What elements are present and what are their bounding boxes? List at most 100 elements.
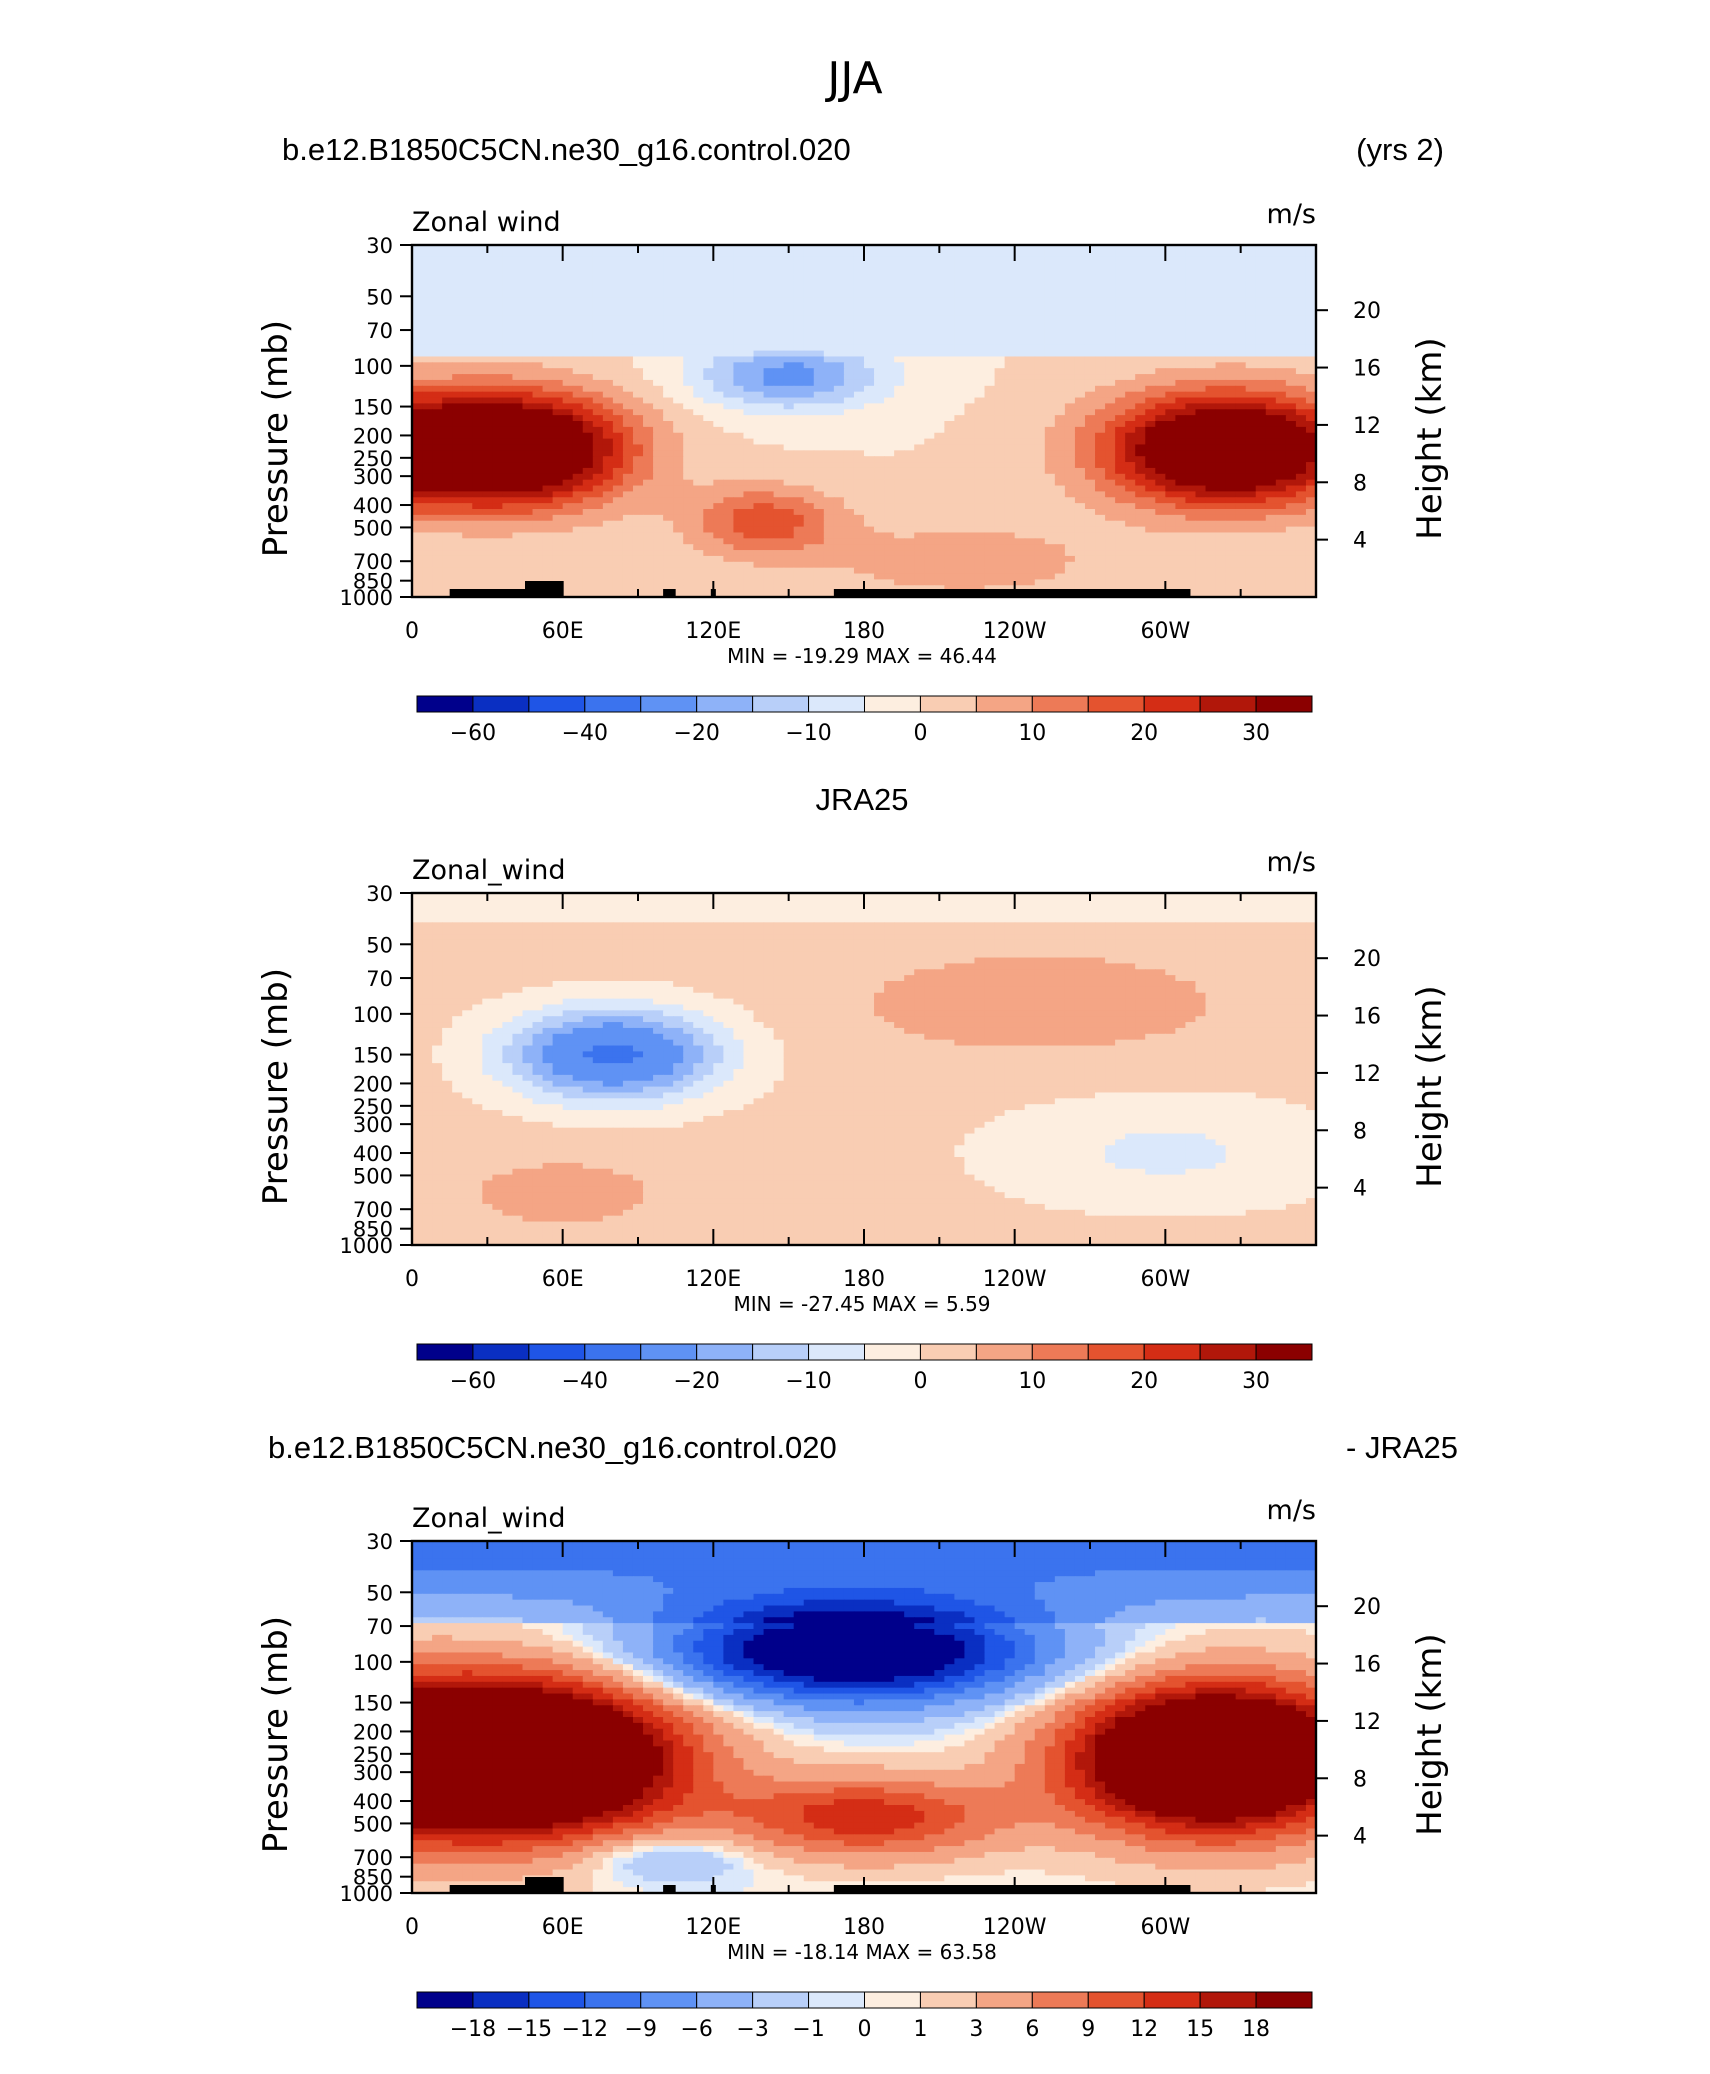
contour-cell bbox=[492, 526, 503, 534]
contour-cell bbox=[823, 409, 835, 416]
contour-cell bbox=[773, 338, 785, 346]
contour-cell bbox=[1125, 338, 1136, 346]
contour-cell bbox=[703, 315, 714, 322]
contour-cell bbox=[823, 338, 835, 346]
contour-cell bbox=[412, 268, 423, 275]
contour-cell bbox=[934, 368, 945, 375]
contour-cell bbox=[1255, 368, 1267, 375]
contour-cell bbox=[884, 509, 895, 516]
contour-cell bbox=[763, 303, 775, 311]
contour-cell bbox=[512, 497, 524, 504]
contour-cell bbox=[1185, 544, 1197, 551]
contour-cell bbox=[693, 350, 704, 358]
contour-cell bbox=[723, 450, 735, 457]
contour-cell bbox=[1125, 409, 1136, 416]
contour-cell bbox=[1245, 450, 1257, 457]
contour-cell bbox=[1175, 327, 1187, 334]
contour-cell bbox=[733, 544, 745, 551]
contour-cell bbox=[512, 438, 524, 446]
contour-cell bbox=[703, 526, 714, 534]
contour-cell bbox=[1295, 321, 1307, 328]
contour-cell bbox=[1245, 473, 1257, 481]
contour-cell bbox=[1235, 497, 1247, 504]
contour-cell bbox=[1044, 280, 1056, 287]
contour-cell bbox=[452, 286, 463, 293]
contour-cell bbox=[1205, 286, 1217, 293]
contour-cell bbox=[803, 421, 815, 428]
contour-cell bbox=[653, 509, 664, 516]
contour-cell bbox=[874, 280, 885, 287]
contour-cell bbox=[673, 538, 684, 545]
contour-cell bbox=[994, 262, 1006, 270]
contour-cell bbox=[412, 362, 423, 369]
contour-cell bbox=[964, 256, 976, 264]
contour-cell bbox=[884, 462, 895, 469]
contour-cell bbox=[422, 321, 433, 328]
contour-cell bbox=[572, 397, 584, 404]
contour-cell bbox=[502, 473, 514, 481]
contour-cell bbox=[1245, 374, 1257, 381]
contour-cell bbox=[673, 268, 684, 275]
contour-cell bbox=[974, 432, 986, 440]
contour-cell bbox=[1014, 497, 1026, 504]
contour-cell bbox=[462, 262, 473, 270]
contour-cell bbox=[1024, 450, 1036, 457]
contour-cell bbox=[793, 561, 805, 569]
contour-cell bbox=[643, 409, 654, 416]
contour-cell bbox=[472, 467, 483, 475]
contour-cell bbox=[1275, 426, 1287, 434]
contour-cell bbox=[582, 426, 594, 434]
contour-cell bbox=[693, 462, 704, 469]
contour-cell bbox=[1064, 444, 1076, 451]
contour-cell bbox=[1205, 438, 1217, 446]
contour-cell bbox=[813, 555, 825, 563]
contour-cell bbox=[542, 385, 554, 393]
contour-cell bbox=[813, 274, 825, 281]
contour-cell bbox=[1225, 520, 1237, 528]
contour-cell bbox=[683, 268, 694, 275]
contour-cell bbox=[994, 362, 1006, 369]
contour-cell bbox=[713, 315, 724, 322]
contour-cell bbox=[1024, 368, 1036, 375]
contour-cell bbox=[703, 368, 714, 375]
contour-cell bbox=[1064, 379, 1076, 387]
contour-cell bbox=[673, 391, 684, 399]
contour-cell bbox=[1064, 509, 1076, 516]
contour-cell bbox=[1004, 421, 1016, 428]
contour-cell bbox=[532, 391, 544, 399]
contour-cell bbox=[703, 350, 714, 358]
contour-cell bbox=[1135, 344, 1146, 352]
contour-cell bbox=[542, 567, 554, 575]
contour-cell bbox=[632, 250, 644, 258]
contour-cell bbox=[803, 327, 815, 334]
contour-cell bbox=[572, 321, 584, 328]
contour-cell bbox=[693, 356, 704, 363]
contour-cell bbox=[1295, 250, 1307, 258]
contour-cell bbox=[1195, 333, 1207, 340]
contour-cell bbox=[542, 291, 554, 299]
contour-cell bbox=[532, 397, 544, 404]
contour-cell bbox=[1275, 379, 1287, 387]
contour-cell bbox=[964, 374, 976, 381]
contour-cell bbox=[793, 280, 805, 287]
contour-cell bbox=[1024, 432, 1036, 440]
contour-cell bbox=[1115, 245, 1126, 252]
contour-cell bbox=[793, 368, 805, 375]
contour-cell bbox=[472, 350, 483, 358]
contour-cell bbox=[422, 338, 433, 346]
contour-cell bbox=[743, 473, 755, 481]
contour-cell bbox=[1105, 280, 1116, 287]
contour-cell bbox=[512, 467, 524, 475]
contour-cell bbox=[793, 268, 805, 275]
contour-cell bbox=[864, 397, 875, 404]
contour-cell bbox=[1115, 309, 1126, 316]
contour-cell bbox=[1095, 415, 1106, 422]
contour-cell bbox=[944, 421, 955, 428]
contour-cell bbox=[974, 291, 986, 299]
contour-cell bbox=[462, 415, 473, 422]
contour-cell bbox=[1145, 250, 1156, 258]
contour-cell bbox=[823, 462, 835, 469]
contour-cell bbox=[813, 438, 825, 446]
contour-cell bbox=[864, 309, 875, 316]
contour-cell bbox=[1024, 350, 1036, 358]
